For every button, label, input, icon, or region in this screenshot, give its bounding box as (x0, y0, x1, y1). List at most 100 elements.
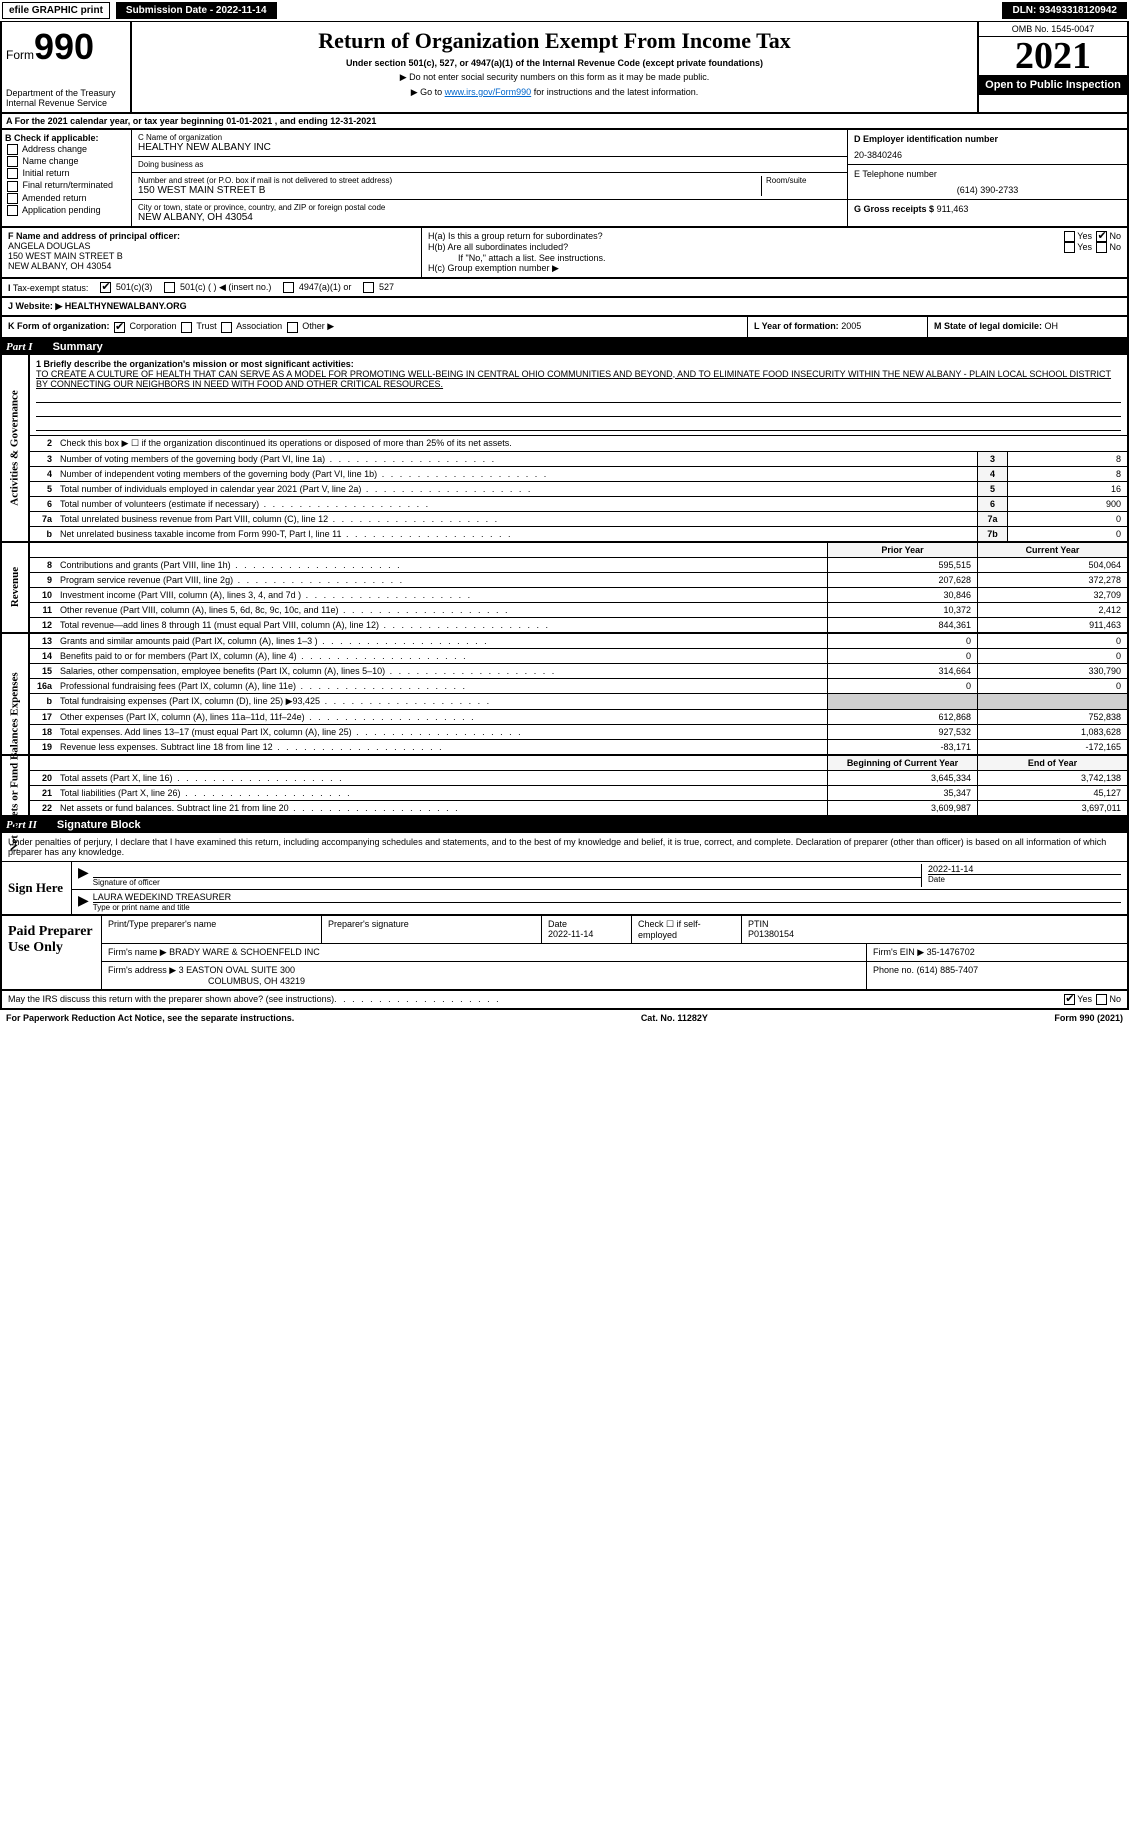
gross-label: G Gross receipts $ (854, 204, 934, 214)
discuss-row: May the IRS discuss this return with the… (0, 991, 1129, 1010)
cb-4947[interactable] (283, 282, 294, 293)
form-number: 990 (34, 26, 94, 67)
hb-yn: Yes No (1062, 242, 1121, 253)
block-d: D Employer identification number 20-3840… (847, 130, 1127, 226)
beg-year-header: Beginning of Current Year (827, 756, 977, 770)
form-word: Form (6, 48, 34, 62)
submission-date[interactable]: Submission Date - 2022-11-14 (116, 2, 277, 19)
cb-corp[interactable] (114, 322, 125, 333)
sig-officer-label: Signature of officer (93, 878, 921, 887)
side-revenue: Revenue (2, 543, 30, 632)
sig-date-label: Date (928, 875, 1121, 884)
dept-irs: Internal Revenue Service (6, 98, 126, 108)
table-row: bTotal fundraising expenses (Part IX, co… (30, 694, 1127, 710)
form-id-block: Form990 Department of the Treasury Inter… (2, 22, 132, 112)
cb-other[interactable] (287, 322, 298, 333)
firm-ein-label: Firm's EIN ▶ (873, 947, 924, 957)
revenue-section: Revenue Prior Year Current Year 8Contrib… (0, 543, 1129, 634)
mission-label: 1 Briefly describe the organization's mi… (36, 359, 354, 369)
part1-title: Summary (53, 341, 103, 353)
table-row: 7aTotal unrelated business revenue from … (30, 512, 1127, 527)
discuss-no[interactable] (1096, 994, 1107, 1005)
cb-501c[interactable] (164, 282, 175, 293)
dept-treasury: Department of the Treasury (6, 88, 126, 98)
tel-label: E Telephone number (854, 169, 1121, 179)
table-row: 5Total number of individuals employed in… (30, 482, 1127, 497)
side-governance: Activities & Governance (2, 355, 30, 541)
firm-phone: (614) 885-7407 (917, 965, 979, 975)
firm-addr2: COLUMBUS, OH 43219 (208, 976, 305, 986)
sig-name: LAURA WEDEKIND TREASURER (93, 892, 1121, 903)
cb-amended: Amended return (5, 193, 128, 204)
governance-section: Activities & Governance 1 Briefly descri… (0, 355, 1129, 543)
hb-label: H(b) Are all subordinates included? (428, 242, 568, 253)
block-b-title: B Check if applicable: (5, 133, 99, 143)
table-row: 14Benefits paid to or for members (Part … (30, 649, 1127, 664)
form-title: Return of Organization Exempt From Incom… (138, 28, 971, 54)
cb-501c3[interactable] (100, 282, 111, 293)
table-row: 9Program service revenue (Part VIII, lin… (30, 573, 1127, 588)
curr-year-header: Current Year (977, 543, 1127, 557)
firm-phone-label: Phone no. (873, 965, 914, 975)
form-subtitle: Under section 501(c), 527, or 4947(a)(1)… (138, 58, 971, 68)
tel-value: (614) 390-2733 (854, 185, 1121, 195)
row-2: 2 Check this box ▶ ☐ if the organization… (30, 436, 1127, 452)
dln: DLN: 93493318120942 (1002, 2, 1127, 19)
table-row: 10Investment income (Part VIII, column (… (30, 588, 1127, 603)
paperwork-notice: For Paperwork Reduction Act Notice, see … (6, 1013, 294, 1023)
website-row: J Website: ▶ HEALTHYNEWALBANY.ORG (0, 298, 1129, 317)
revenue-header: Prior Year Current Year (30, 543, 1127, 558)
row-2-label: Check this box ▶ ☐ if the organization d… (56, 436, 1127, 451)
firm-value: BRADY WARE & SCHOENFELD INC (169, 947, 320, 957)
form-right-block: OMB No. 1545-0047 2021 Open to Public In… (977, 22, 1127, 112)
goto-line: ▶ Go to www.irs.gov/Form990 for instruct… (138, 87, 971, 98)
sig-arrow-icon: ▶ (78, 864, 89, 887)
table-row: 15Salaries, other compensation, employee… (30, 664, 1127, 679)
firm-addr-label: Firm's address ▶ (108, 965, 176, 975)
preparer-name-label: Print/Type preparer's name (102, 916, 322, 943)
l-value: 2005 (841, 321, 861, 331)
ha-label: H(a) Is this a group return for subordin… (428, 231, 603, 242)
officer-street: 150 WEST MAIN STREET B (8, 251, 415, 261)
table-row: 6Total number of volunteers (estimate if… (30, 497, 1127, 512)
signature-block: Under penalties of perjury, I declare th… (0, 833, 1129, 916)
city-label: City or town, state or province, country… (138, 203, 841, 212)
ptin-value: P01380154 (748, 929, 794, 939)
table-row: 11Other revenue (Part VIII, column (A), … (30, 603, 1127, 618)
k-label: K Form of organization: (8, 321, 110, 331)
part2-title: Signature Block (57, 819, 141, 831)
tax-exempt-row: I Tax-exempt status: 501(c)(3) 501(c) ( … (0, 279, 1129, 298)
m-label: M State of legal domicile: (934, 321, 1042, 331)
section-a: A For the 2021 calendar year, or tax yea… (0, 114, 1129, 130)
room-label: Room/suite (766, 176, 841, 185)
table-row: 18Total expenses. Add lines 13–17 (must … (30, 725, 1127, 740)
org-name-label: C Name of organization (138, 133, 841, 142)
cb-assoc[interactable] (221, 322, 232, 333)
dba-label: Doing business as (138, 160, 841, 169)
block-c: C Name of organization HEALTHY NEW ALBAN… (132, 130, 847, 226)
form-org-left: K Form of organization: Corporation Trus… (2, 317, 747, 336)
table-row: 19Revenue less expenses. Subtract line 1… (30, 740, 1127, 754)
block-f: F Name and address of principal officer:… (2, 228, 422, 277)
block-l: L Year of formation: 2005 (747, 317, 927, 336)
discuss-label: May the IRS discuss this return with the… (8, 994, 334, 1005)
table-row: 16aProfessional fundraising fees (Part I… (30, 679, 1127, 694)
table-row: 21Total liabilities (Part X, line 26)35,… (30, 786, 1127, 801)
sign-here-label: Sign Here (2, 862, 72, 914)
ptin-label: PTIN (748, 919, 769, 929)
cb-527[interactable] (363, 282, 374, 293)
sig-declaration: Under penalties of perjury, I declare th… (2, 833, 1127, 861)
section-a-text: A For the 2021 calendar year, or tax yea… (6, 116, 376, 126)
discuss-yes[interactable] (1064, 994, 1075, 1005)
firm-addr1: 3 EASTON OVAL SUITE 300 (179, 965, 295, 975)
cb-trust[interactable] (181, 322, 192, 333)
sig-arrow-icon: ▶ (78, 892, 89, 912)
m-value: OH (1045, 321, 1059, 331)
website-value: HEALTHYNEWALBANY.ORG (65, 301, 187, 312)
efile-tag: efile GRAPHIC print (2, 2, 110, 19)
gross-value: 911,463 (937, 204, 969, 214)
netassets-section: Net Assets or Fund Balances Beginning of… (0, 756, 1129, 817)
part2-header: Part II Signature Block (0, 817, 1129, 833)
irs-link[interactable]: www.irs.gov/Form990 (445, 87, 532, 97)
sig-name-label: Type or print name and title (93, 903, 1121, 912)
